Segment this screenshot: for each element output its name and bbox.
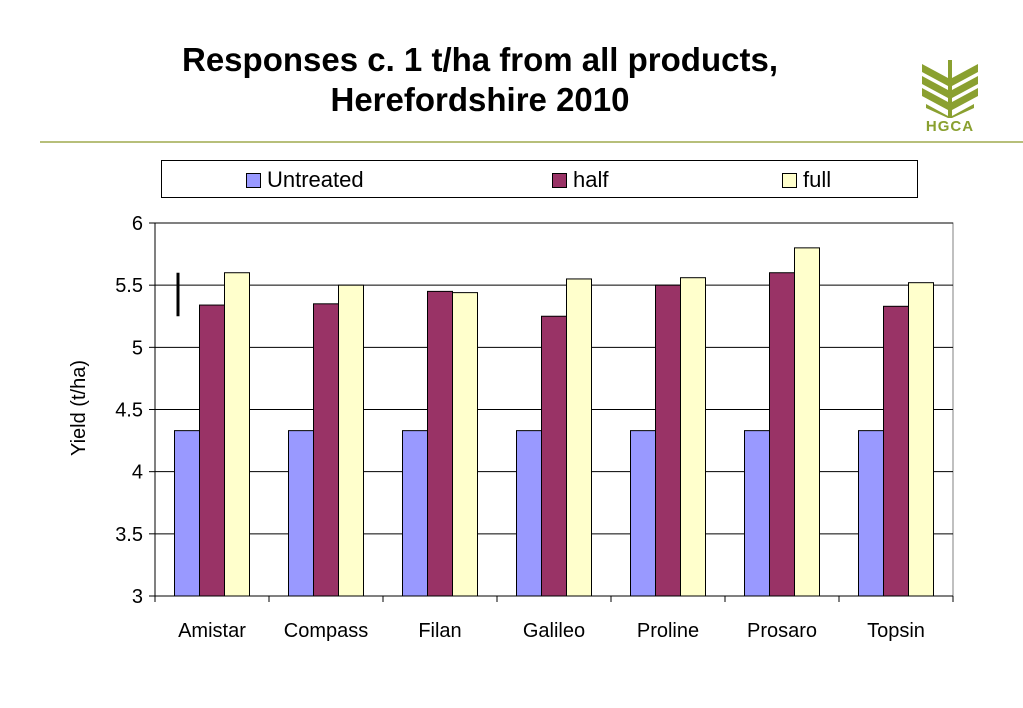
y-tick-label: 6 bbox=[132, 213, 143, 235]
bar-untreated-galileo bbox=[516, 430, 542, 597]
bar-untreated-proline bbox=[630, 430, 656, 597]
bar-half-prosaro bbox=[769, 272, 795, 597]
bar-half-compass bbox=[313, 303, 339, 597]
bar-untreated-compass bbox=[288, 430, 314, 597]
title-line-1: Responses c. 1 t/ha from all products, bbox=[182, 41, 778, 78]
bar-full-compass bbox=[338, 284, 364, 597]
bar-half-galileo bbox=[541, 315, 567, 597]
bar-half-filan bbox=[427, 290, 453, 597]
bar-untreated-prosaro bbox=[744, 430, 770, 597]
bar-half-amistar bbox=[199, 304, 225, 597]
legend-swatch-full bbox=[782, 172, 797, 188]
bar-full-proline bbox=[680, 277, 706, 597]
logo-text: HGCA bbox=[925, 118, 975, 135]
legend-label-full: full bbox=[803, 167, 832, 192]
header-rule bbox=[40, 141, 1023, 143]
x-tick-label-prosaro: Prosaro bbox=[747, 620, 817, 642]
x-tick-label-compass: Compass bbox=[284, 620, 368, 642]
legend-item-untreated: Untreated bbox=[246, 167, 364, 192]
y-tick-label: 3.5 bbox=[115, 524, 143, 546]
y-tick-label: 5.5 bbox=[115, 275, 143, 297]
x-tick-label-topsin: Topsin bbox=[867, 620, 925, 642]
x-tick-label-filan: Filan bbox=[418, 620, 461, 642]
x-tick-label-proline: Proline bbox=[637, 620, 699, 642]
bar-untreated-amistar bbox=[174, 430, 200, 597]
x-tick-label-amistar: Amistar bbox=[178, 620, 246, 642]
y-tick-label: 3 bbox=[132, 586, 143, 608]
y-tick-label: 5 bbox=[132, 337, 143, 359]
y-tick-label: 4.5 bbox=[115, 400, 143, 422]
legend-label-half: half bbox=[573, 167, 609, 192]
y-axis-label: Yield (t/ha) bbox=[68, 360, 90, 456]
hgca-logo-icon bbox=[922, 60, 978, 118]
legend-swatch-half bbox=[552, 172, 567, 188]
chart-title: Responses c. 1 t/ha from all products, H… bbox=[60, 40, 900, 120]
x-tick-label-galileo: Galileo bbox=[523, 620, 585, 642]
legend-item-half: half bbox=[552, 167, 609, 192]
legend-swatch-untreated bbox=[246, 172, 261, 188]
legend-item-full: full bbox=[782, 167, 832, 192]
bar-full-prosaro bbox=[794, 247, 820, 597]
bar-full-amistar bbox=[224, 272, 250, 597]
axes bbox=[149, 222, 954, 602]
chart-legend: Untreated half full bbox=[161, 160, 918, 198]
title-line-2: Herefordshire 2010 bbox=[330, 81, 630, 118]
y-tick-label: 4 bbox=[132, 462, 143, 484]
bar-full-topsin bbox=[908, 282, 934, 597]
bar-full-filan bbox=[452, 292, 478, 597]
bar-half-proline bbox=[655, 284, 681, 597]
bar-untreated-filan bbox=[402, 430, 428, 597]
bar-untreated-topsin bbox=[858, 430, 884, 597]
bar-full-galileo bbox=[566, 278, 592, 597]
bars bbox=[174, 247, 934, 597]
legend-label-untreated: Untreated bbox=[267, 167, 364, 192]
bar-half-topsin bbox=[883, 305, 909, 597]
axis-labels: 3 3.5 4 4.5 5 5.5 6 Amistar Compass Filan Galileo P… bbox=[68, 213, 925, 642]
